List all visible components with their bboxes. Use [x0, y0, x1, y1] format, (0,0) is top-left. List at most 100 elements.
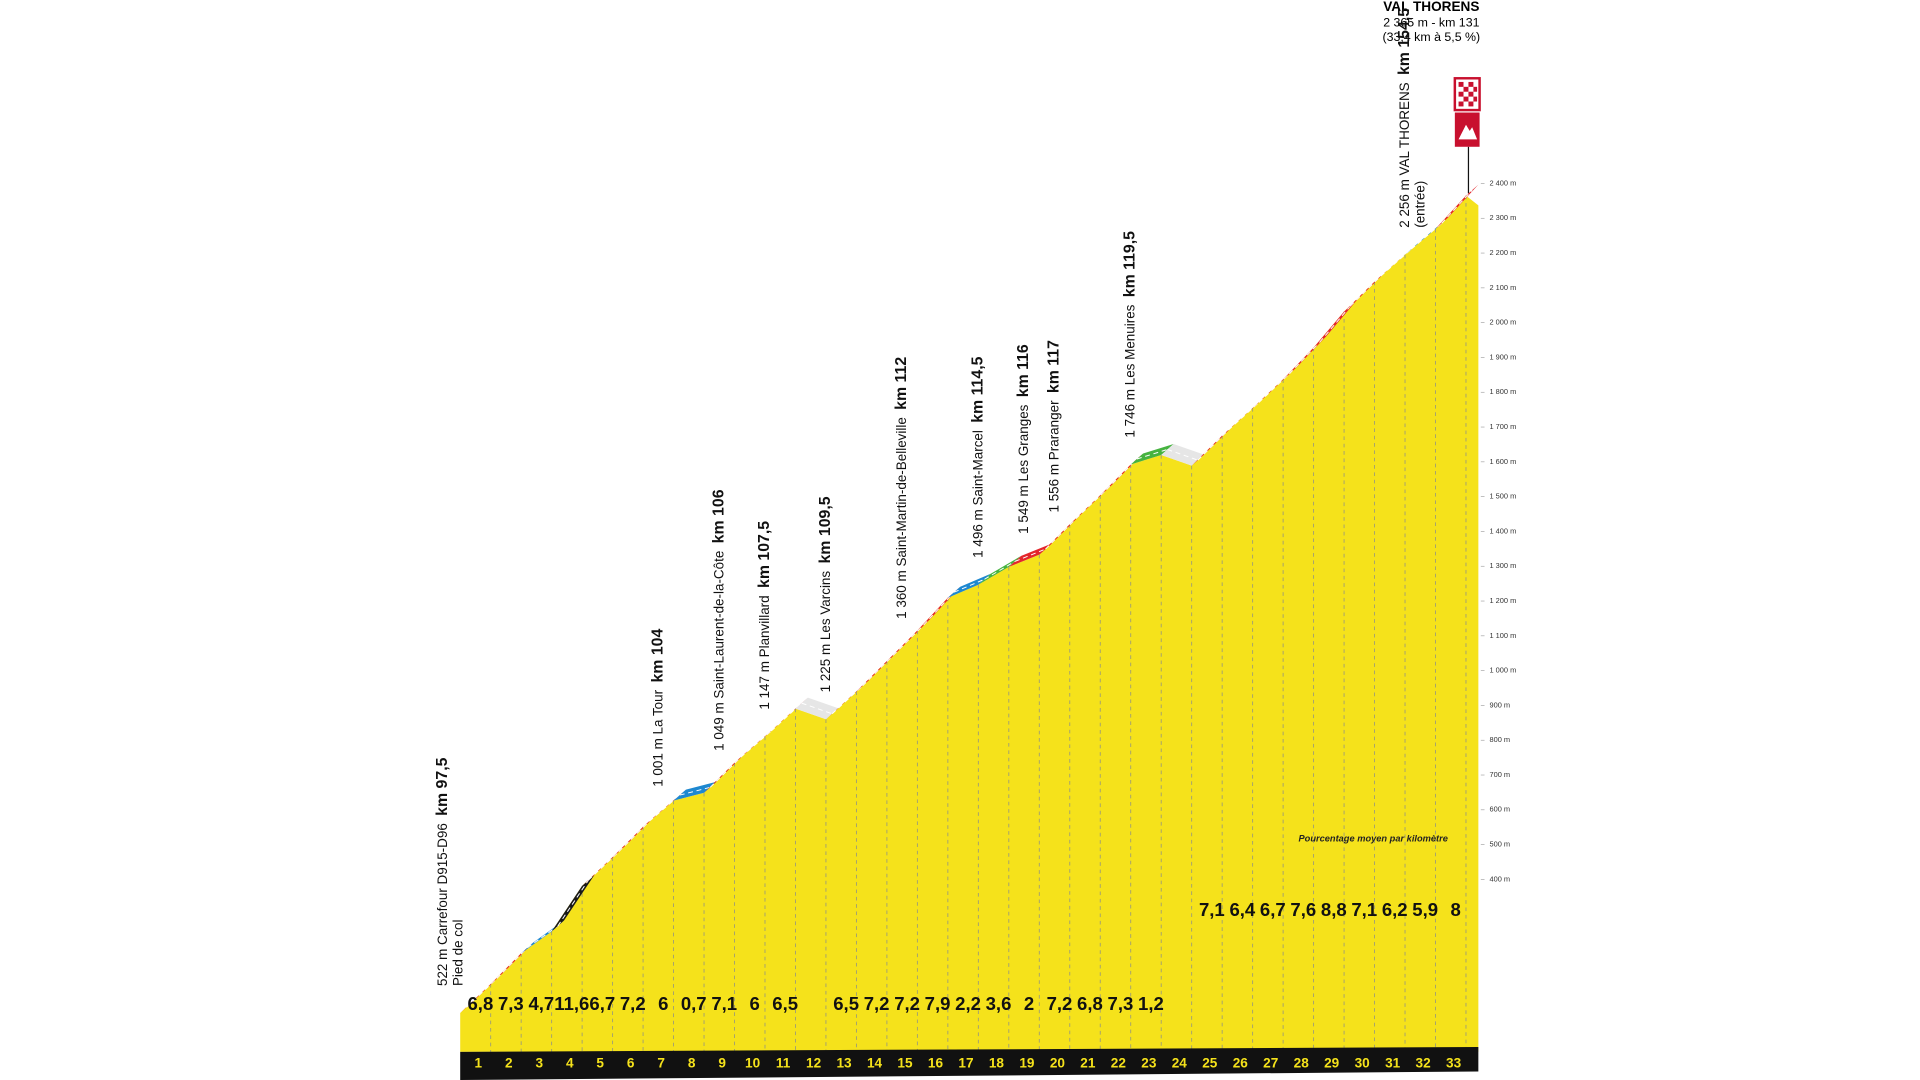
km-label: 28 [1294, 1056, 1310, 1071]
gradient-label: 6,8 [468, 993, 494, 1014]
gradient-label: 7,3 [498, 993, 524, 1014]
gradient-label: 6,2 [1382, 899, 1408, 920]
road-dash [587, 851, 620, 881]
annotation-name: 1 746 m Les Menuires [1122, 304, 1137, 437]
km-label: 9 [718, 1056, 726, 1071]
km-label: 27 [1263, 1056, 1278, 1071]
road-dash [527, 925, 559, 949]
annotation-name: 1 001 m La Tour [650, 689, 665, 786]
gradient-label: 2,2 [955, 993, 981, 1014]
gradient-label: 6,5 [833, 993, 859, 1014]
annotation-km: km 119,5 [1122, 231, 1139, 297]
road-dash [1258, 373, 1290, 403]
road-dash [923, 591, 955, 626]
annotation-name: 1 049 m Saint-Laurent-de-la-Côte [711, 551, 726, 751]
y-tick-label: 700 m [1489, 770, 1510, 779]
km-label: 33 [1446, 1056, 1462, 1071]
km-label: 10 [745, 1056, 760, 1071]
gradient-segment [1130, 443, 1174, 465]
gradient-label: 3,6 [986, 993, 1012, 1014]
y-tick-label: 1 400 m [1489, 526, 1516, 535]
km-label: 12 [806, 1056, 821, 1071]
km-label: 1 [475, 1056, 483, 1071]
annotation: 1 225 m Les Varcins km 109,5 [817, 496, 834, 692]
summit-icon [1454, 112, 1480, 147]
gradient-label: 7,2 [894, 993, 920, 1014]
road-dash [984, 560, 1016, 580]
subtitle: (33,4 km à 5,5 %) [1383, 30, 1481, 44]
annotation-km: km 109,5 [817, 496, 834, 563]
gradient-label: 0,7 [681, 993, 707, 1014]
km-label: 7 [657, 1056, 665, 1071]
annotation: 1 147 m Planvillard km 107,5 [756, 521, 773, 710]
km-label: 31 [1385, 1056, 1401, 1071]
annotation-km: km 114,5 [970, 356, 987, 422]
gradient-label: 6,4 [1229, 899, 1256, 920]
gradient-label: 7,6 [1290, 899, 1316, 920]
road-dash [892, 624, 924, 656]
annotation-label: 1 049 m Saint-Laurent-de-la-Côte km 106 [710, 489, 727, 751]
annotation-name: 1 549 m Les Granges [1016, 404, 1031, 533]
base [460, 1046, 1479, 1080]
gradient-segment [673, 781, 717, 801]
gradient-label: 7,1 [711, 993, 737, 1014]
annotation-name: 1 147 m Planvillard [757, 595, 772, 709]
road-dash [1380, 248, 1412, 277]
gradient-label: 8,8 [1321, 899, 1347, 920]
gradient-segment [1313, 300, 1357, 348]
profile-area [460, 195, 1479, 1052]
gradient-label: 8 [1451, 899, 1461, 920]
annotation-label: 1 225 m Les Varcins km 109,5 [817, 496, 834, 692]
y-tick-label: 1 800 m [1489, 387, 1516, 396]
annotation-sub: Pied de col [450, 920, 465, 986]
road-dash [831, 685, 863, 715]
km-label: 25 [1202, 1056, 1218, 1071]
annotation-label: 1 746 m Les Menuires km 119,5 [1122, 231, 1139, 438]
km-label: 17 [958, 1056, 973, 1071]
km-label: 6 [627, 1056, 635, 1071]
gradient-label: 7,3 [1108, 993, 1134, 1014]
gradient-label: 6,5 [772, 993, 798, 1014]
annotation-label: 1 001 m La Tour km 104 [649, 629, 666, 787]
y-tick-label: 900 m [1489, 700, 1510, 709]
gradient-label: 6,7 [589, 993, 615, 1014]
annotation: 522 m Carrefour D915-D96 km 97,5 Pied de c… [434, 757, 466, 986]
y-tick-label: 500 m [1489, 840, 1510, 849]
km-label: 21 [1080, 1056, 1096, 1071]
km-label: 19 [1019, 1056, 1035, 1071]
km-label: 26 [1233, 1056, 1249, 1071]
road-dash [740, 730, 772, 758]
gradient-label: 6,7 [1260, 899, 1286, 920]
road-dash [1441, 189, 1473, 224]
road-dash [801, 702, 833, 715]
gradient-label: 5,9 [1412, 899, 1438, 920]
annotation-sub: (entrée) [1413, 181, 1428, 228]
y-tick-label: 1 300 m [1489, 561, 1516, 570]
y-tick-label: 1 100 m [1489, 631, 1516, 640]
annotation: 2 256 m VAL THORENS km 154,5 (entrée) [1396, 8, 1428, 228]
km-label: 22 [1111, 1056, 1126, 1071]
subtitle: 2 365 m - km 131 [1383, 16, 1479, 30]
gradient-segment [1008, 543, 1052, 567]
gradient-label: 6 [750, 993, 760, 1014]
y-tick-label: 1 600 m [1489, 457, 1516, 466]
finish-flag [1453, 77, 1481, 112]
gradient-label: 1,2 [1138, 993, 1164, 1014]
annotation: 1 556 m Praranger km 117 [1046, 340, 1063, 513]
road-dash [1228, 402, 1260, 431]
gradient-segment [1161, 443, 1205, 466]
annotation: 1 496 m Saint-Marcel km 114,5 [970, 356, 987, 557]
km-label: 13 [836, 1056, 852, 1071]
road-dash [953, 578, 985, 593]
annotation-km: km 107,5 [756, 521, 773, 588]
road-dash [1410, 222, 1443, 250]
km-label: 29 [1324, 1056, 1340, 1071]
y-tick-label: 600 m [1489, 805, 1510, 814]
gradient-label: 7,2 [1047, 993, 1073, 1014]
km-label: 11 [776, 1056, 791, 1071]
annotation-label: 1 549 m Les Granges km 116 [1015, 344, 1032, 534]
y-tick-label: 1 000 m [1489, 666, 1516, 675]
annotation-km: km 112 [893, 357, 910, 410]
gradient-label: 11,6 [554, 993, 589, 1014]
